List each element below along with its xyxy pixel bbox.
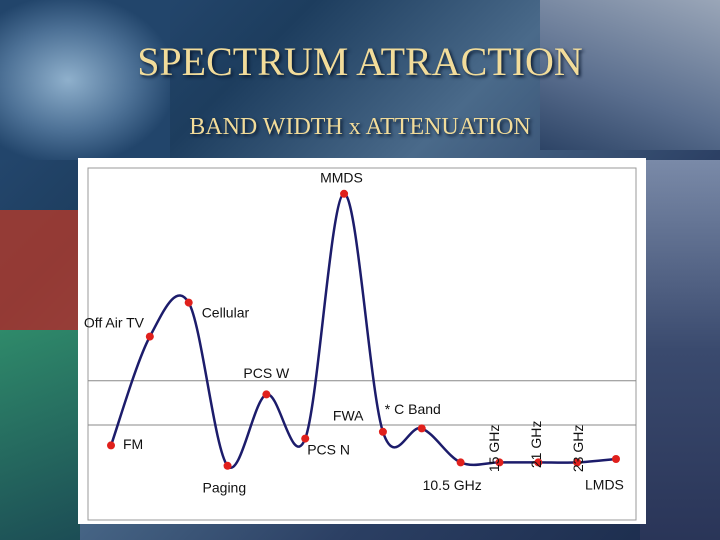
point xyxy=(378,427,387,436)
point xyxy=(223,461,232,470)
point-label: PCS N xyxy=(307,441,350,457)
point xyxy=(301,434,310,443)
point xyxy=(456,458,465,467)
plot-frame xyxy=(87,167,637,521)
point-label: Cellular xyxy=(202,304,250,320)
point-label: * C Band xyxy=(385,401,441,417)
point xyxy=(340,189,349,198)
background-shape xyxy=(640,160,720,540)
point-label: Off Air TV xyxy=(84,314,145,330)
slide-title: SPECTRUM ATRACTION xyxy=(137,39,583,84)
point-label: FWA xyxy=(333,408,364,424)
line xyxy=(109,192,617,469)
point xyxy=(417,424,426,433)
background-dish xyxy=(0,0,170,160)
background-shape xyxy=(0,330,80,540)
point xyxy=(612,455,620,463)
point-label: FM xyxy=(123,436,143,452)
point-label: LMDS xyxy=(585,477,624,493)
point-label: 23 GHz xyxy=(570,425,586,472)
chart-area xyxy=(78,158,646,524)
point xyxy=(145,332,154,341)
point-label: PCS W xyxy=(243,365,290,381)
point xyxy=(573,458,582,467)
background-shape xyxy=(540,0,720,150)
point-label: MMDS xyxy=(320,170,363,186)
point xyxy=(534,458,543,467)
background-shape xyxy=(0,210,80,330)
point-label: 21 GHz xyxy=(528,421,544,468)
point-label: 10.5 GHz xyxy=(423,477,482,493)
point xyxy=(184,298,193,307)
point xyxy=(262,390,271,399)
point xyxy=(107,441,115,450)
point xyxy=(495,458,504,467)
slide-subtitle: BAND WIDTH x ATTENUATION xyxy=(189,114,531,140)
point-label: 15 GHz xyxy=(486,425,502,472)
point-label: Paging xyxy=(203,480,247,496)
